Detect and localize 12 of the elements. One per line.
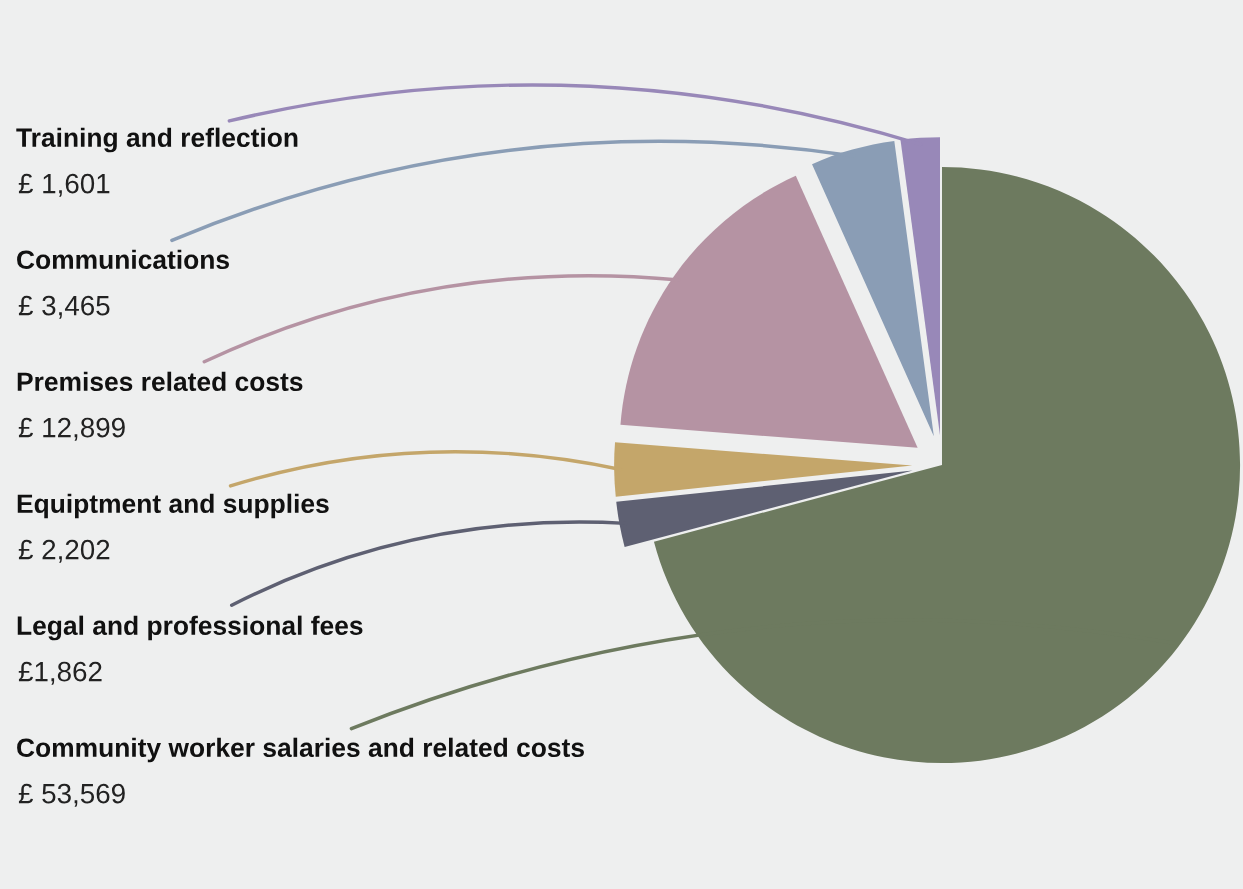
slice-label: Legal and professional fees [17, 615, 363, 641]
data-label: £ 53,569 [18, 783, 125, 807]
data-label: £ 3,465 [18, 295, 110, 319]
slice-label: Equiptment and supplies [17, 493, 329, 519]
data-label: £1,862 [18, 661, 102, 685]
data-label: £ 2,202 [18, 539, 110, 563]
data-label: £ 1,601 [18, 173, 110, 197]
slice-label: Premises related costs [17, 371, 303, 392]
slice-label: Community worker salaries and related costs [17, 737, 584, 763]
slice-label: Communications [17, 249, 229, 270]
slice-label: Training and reflection [16, 127, 298, 153]
data-label: £ 12,899 [18, 417, 125, 441]
